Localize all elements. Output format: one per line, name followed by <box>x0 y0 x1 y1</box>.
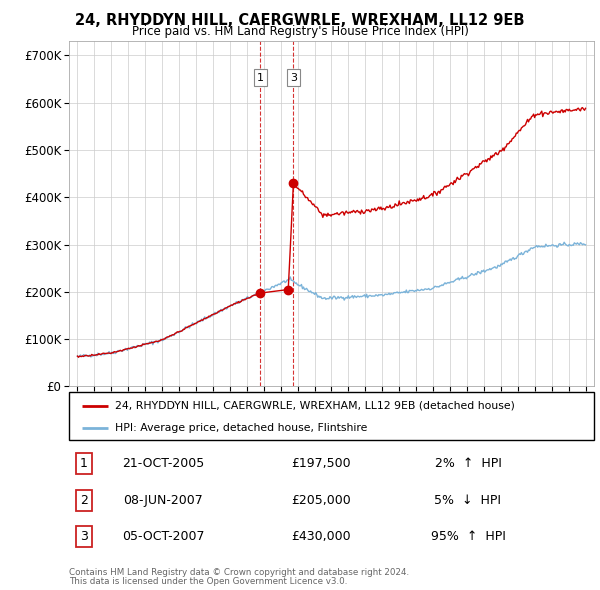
Text: 21-OCT-2005: 21-OCT-2005 <box>122 457 205 470</box>
Text: 5%  ↓  HPI: 5% ↓ HPI <box>434 493 502 507</box>
Text: 1: 1 <box>80 457 88 470</box>
Text: 3: 3 <box>290 73 297 83</box>
Text: 08-JUN-2007: 08-JUN-2007 <box>124 493 203 507</box>
Text: 2: 2 <box>80 493 88 507</box>
Text: 05-OCT-2007: 05-OCT-2007 <box>122 530 205 543</box>
Text: Price paid vs. HM Land Registry's House Price Index (HPI): Price paid vs. HM Land Registry's House … <box>131 25 469 38</box>
FancyBboxPatch shape <box>69 392 594 440</box>
Text: £430,000: £430,000 <box>291 530 351 543</box>
Text: £205,000: £205,000 <box>291 493 351 507</box>
Text: 3: 3 <box>80 530 88 543</box>
Text: 95%  ↑  HPI: 95% ↑ HPI <box>431 530 505 543</box>
Text: 24, RHYDDYN HILL, CAERGWRLE, WREXHAM, LL12 9EB: 24, RHYDDYN HILL, CAERGWRLE, WREXHAM, LL… <box>75 13 525 28</box>
Text: 2%  ↑  HPI: 2% ↑ HPI <box>434 457 502 470</box>
Text: This data is licensed under the Open Government Licence v3.0.: This data is licensed under the Open Gov… <box>69 577 347 586</box>
Text: 1: 1 <box>257 73 264 83</box>
Text: £197,500: £197,500 <box>291 457 351 470</box>
Text: 24, RHYDDYN HILL, CAERGWRLE, WREXHAM, LL12 9EB (detached house): 24, RHYDDYN HILL, CAERGWRLE, WREXHAM, LL… <box>115 401 515 411</box>
Text: HPI: Average price, detached house, Flintshire: HPI: Average price, detached house, Flin… <box>115 423 368 432</box>
Text: Contains HM Land Registry data © Crown copyright and database right 2024.: Contains HM Land Registry data © Crown c… <box>69 568 409 576</box>
